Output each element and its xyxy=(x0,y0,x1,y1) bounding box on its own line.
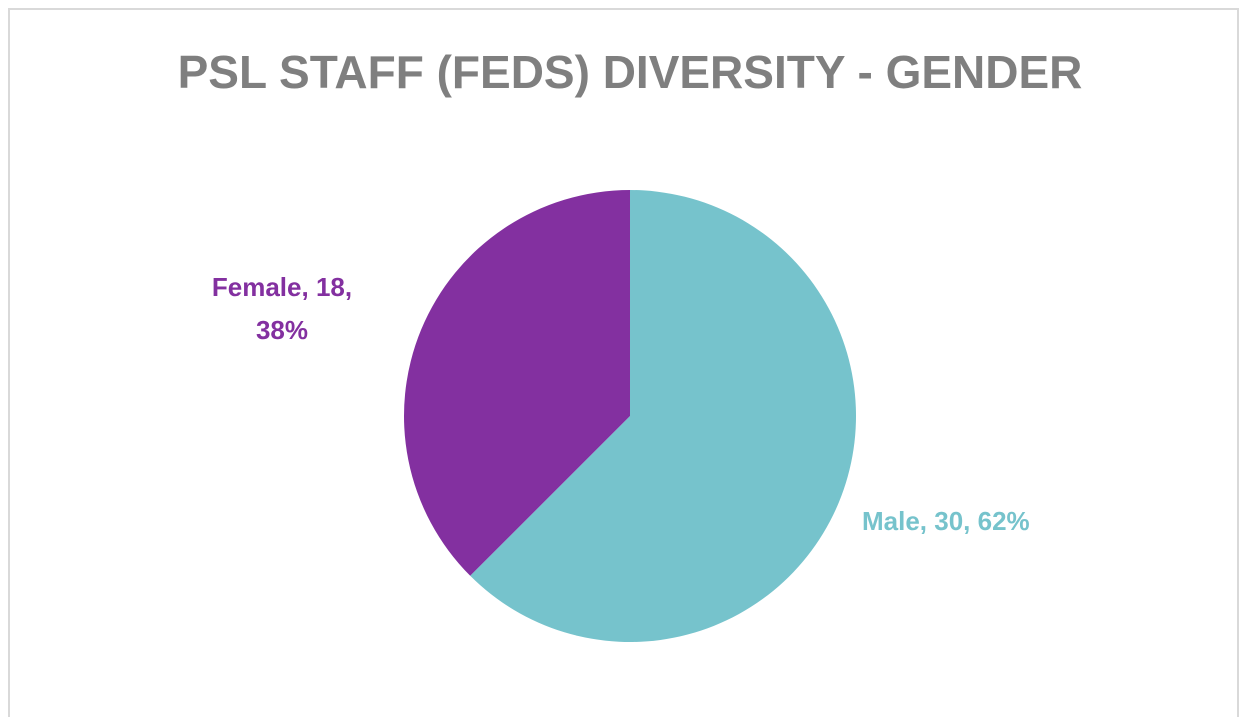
chart-title: PSL STAFF (FEDS) DIVERSITY - GENDER xyxy=(178,46,1083,98)
data-label: Female, 18, 38% xyxy=(211,272,353,345)
pie-slice xyxy=(404,190,630,576)
pie-slice xyxy=(470,189,856,642)
chart-frame xyxy=(8,8,1239,717)
data-label: Male, 30, 62% xyxy=(862,506,1030,536)
